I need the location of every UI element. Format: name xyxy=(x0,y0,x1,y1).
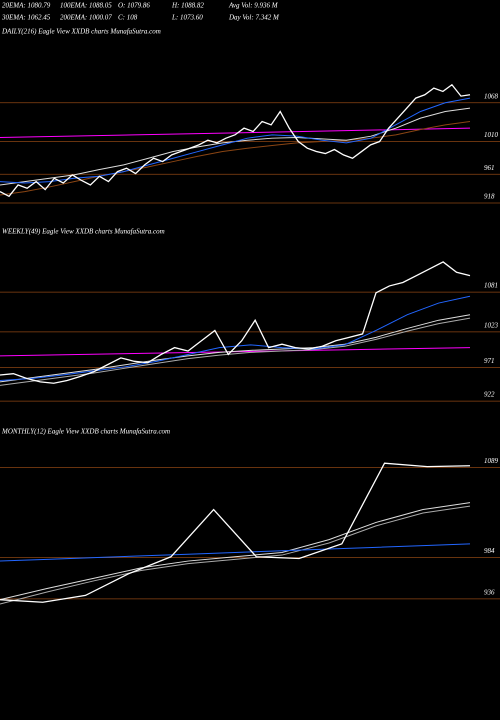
y-tick-label: 918 xyxy=(484,193,495,201)
y-tick-label: 1023 xyxy=(484,321,499,329)
header-stat: C: 108 xyxy=(118,14,138,22)
panel-title: WEEKLY(49) Eagle View XXDB charts Munafa… xyxy=(2,228,165,236)
header-stat: 200EMA: 1000.07 xyxy=(60,14,112,22)
header-stat: 30EMA: 1062.45 xyxy=(1,14,51,22)
series-line xyxy=(0,505,471,605)
series-line xyxy=(0,502,471,601)
series-line xyxy=(0,97,471,184)
y-tick-label: 961 xyxy=(484,164,495,172)
y-tick-label: 1068 xyxy=(484,92,499,100)
series-line xyxy=(0,462,471,603)
header-stat: 100EMA: 1088.05 xyxy=(60,2,112,10)
y-tick-label: 971 xyxy=(484,357,495,365)
series-line xyxy=(0,314,471,383)
series-line xyxy=(0,120,471,196)
panel-title: MONTHLY(12) Eagle View XXDB charts Munaf… xyxy=(1,428,170,436)
y-tick-label: 1089 xyxy=(484,457,499,465)
series-line xyxy=(0,83,471,198)
y-tick-label: 1010 xyxy=(484,131,499,139)
header-stat: O: 1079.86 xyxy=(118,2,150,10)
series-line xyxy=(0,317,471,386)
series-line xyxy=(0,107,471,186)
series-line xyxy=(0,127,471,139)
header-stat: L: 1073.60 xyxy=(171,14,203,22)
header-stat: 20EMA: 1080.79 xyxy=(2,2,51,10)
header-stat: Avg Vol: 9.936 M xyxy=(228,2,279,10)
series-line xyxy=(0,295,471,382)
series-line xyxy=(0,543,471,562)
header-stat: Day Vol: 7.342 M xyxy=(228,14,280,22)
y-tick-label: 1081 xyxy=(484,282,498,290)
y-tick-label: 936 xyxy=(484,588,495,596)
y-tick-label: 922 xyxy=(484,391,495,399)
header-stat: H: 1088.82 xyxy=(171,2,204,10)
y-tick-label: 984 xyxy=(484,547,495,555)
panel-title: DAILY(216) Eagle View XXDB charts Munafa… xyxy=(1,28,161,36)
series-line xyxy=(0,261,471,384)
